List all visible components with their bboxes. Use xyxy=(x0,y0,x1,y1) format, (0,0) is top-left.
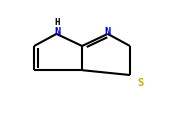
Text: S: S xyxy=(137,79,143,88)
Text: H: H xyxy=(55,18,60,27)
Text: N: N xyxy=(105,27,111,37)
Text: N: N xyxy=(54,27,60,37)
